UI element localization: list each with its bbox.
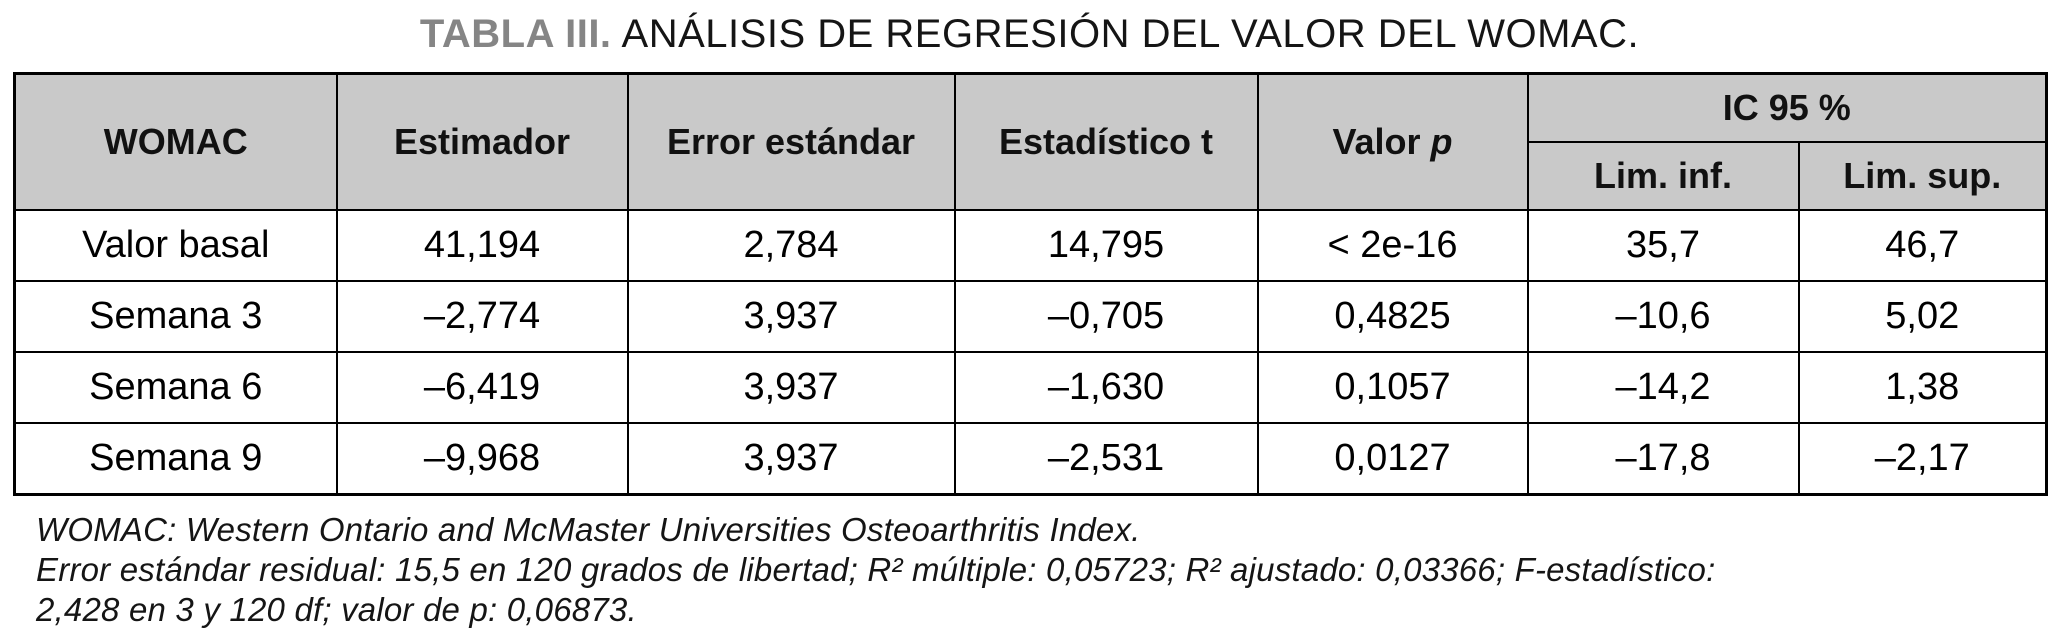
- cell-estimador: –6,419: [335, 351, 629, 424]
- cell-label: Semana 6: [13, 351, 338, 424]
- cell-lim-inf: 35,7: [1526, 209, 1800, 282]
- cell-estimador: 41,194: [335, 209, 629, 282]
- col-header-error-estandar: Error estándar: [626, 72, 956, 211]
- cell-valor-p: < 2e-16: [1256, 209, 1529, 282]
- cell-valor-p: 0,1057: [1256, 351, 1529, 424]
- cell-estimador: –9,968: [335, 422, 629, 496]
- cell-valor-p: 0,4825: [1256, 280, 1529, 353]
- cell-estadistico-t: 14,795: [953, 209, 1259, 282]
- footnotes: WOMAC: Western Ontario and McMaster Univ…: [36, 510, 2059, 630]
- col-header-estimador: Estimador: [335, 72, 629, 211]
- col-header-ic95: IC 95 %: [1526, 72, 2048, 143]
- table-row-semana-9: Semana 9 –9,968 3,937 –2,531 0,0127 –17,…: [13, 422, 2048, 496]
- header-row-top: WOMAC Estimador Error estándar Estadísti…: [13, 72, 2048, 211]
- header-row-sub: Lim. inf. Lim. sup.: [15, 141, 2048, 211]
- regression-table: WOMAC Estimador Error estándar Estadísti…: [13, 72, 2048, 496]
- cell-estimador: –2,774: [335, 280, 629, 353]
- cell-estadistico-t: –2,531: [953, 422, 1259, 496]
- cell-valor-p: 0,0127: [1256, 422, 1529, 496]
- table-row-semana-6: Semana 6 –6,419 3,937 –1,630 0,1057 –14,…: [13, 351, 2048, 424]
- cell-estadistico-t: –0,705: [953, 280, 1259, 353]
- cell-lim-sup: –2,17: [1797, 422, 2048, 496]
- footnote-stats-line2: 2,428 en 3 y 120 df; valor de p: 0,06873…: [36, 591, 637, 628]
- cell-lim-sup: 5,02: [1797, 280, 2048, 353]
- cell-lim-inf: –14,2: [1526, 351, 1800, 424]
- col-header-lim-sup: Lim. sup.: [1797, 141, 2048, 211]
- cell-label: Semana 9: [13, 422, 338, 496]
- col-header-valor-p: Valor p: [1256, 72, 1529, 211]
- footnote-abbreviation: WOMAC: Western Ontario and McMaster Univ…: [36, 511, 1141, 548]
- cell-lim-inf: –10,6: [1526, 280, 1800, 353]
- cell-error-estandar: 3,937: [626, 351, 956, 424]
- table-row-valor-basal: Valor basal 41,194 2,784 14,795 < 2e-16 …: [13, 209, 2048, 282]
- table-title: TABLA III. ANÁLISIS DE REGRESIÓN DEL VALO…: [0, 10, 2059, 58]
- cell-estadistico-t: –1,630: [953, 351, 1259, 424]
- cell-error-estandar: 3,937: [626, 422, 956, 496]
- cell-lim-sup: 46,7: [1797, 209, 2048, 282]
- cell-error-estandar: 2,784: [626, 209, 956, 282]
- footnote-stats-line1: Error estándar residual: 15,5 en 120 gra…: [36, 551, 1716, 588]
- valor-p-symbol: p: [1430, 121, 1453, 162]
- table-title-label: TABLA III.: [419, 12, 612, 56]
- cell-label: Semana 3: [13, 280, 338, 353]
- col-header-womac: WOMAC: [13, 72, 338, 211]
- table-title-text: ANÁLISIS DE REGRESIÓN DEL VALOR DEL WOMA…: [621, 12, 1640, 56]
- col-header-estadistico-t: Estadístico t: [953, 72, 1259, 211]
- table-row-semana-3: Semana 3 –2,774 3,937 –0,705 0,4825 –10,…: [13, 280, 2048, 353]
- cell-lim-inf: –17,8: [1526, 422, 1800, 496]
- cell-lim-sup: 1,38: [1797, 351, 2048, 424]
- cell-label: Valor basal: [13, 209, 338, 282]
- col-header-lim-inf: Lim. inf.: [1526, 141, 1800, 211]
- valor-p-prefix: Valor: [1332, 121, 1421, 162]
- cell-error-estandar: 3,937: [626, 280, 956, 353]
